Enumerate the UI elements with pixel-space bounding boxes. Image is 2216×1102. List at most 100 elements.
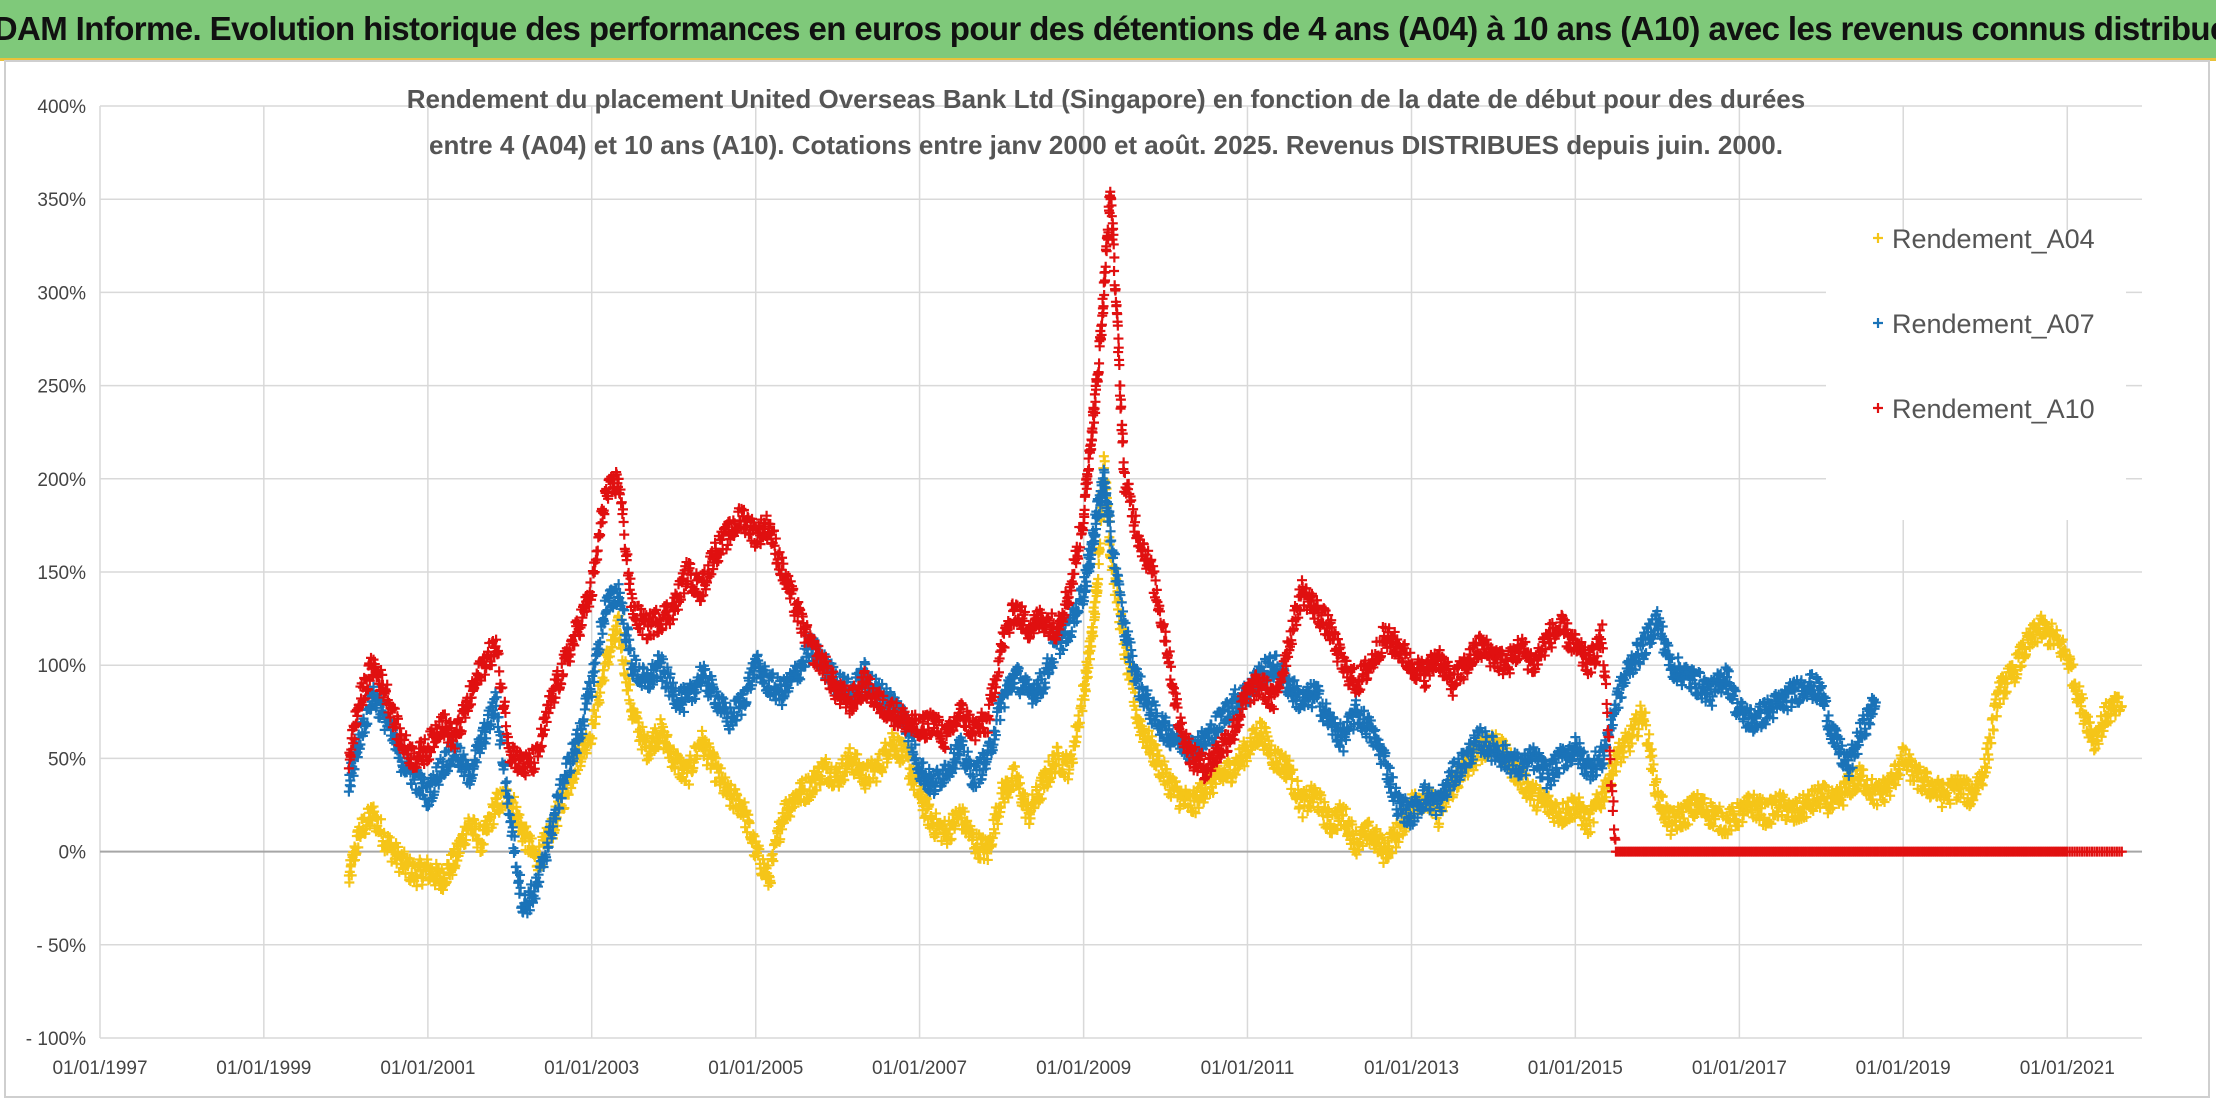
data-point — [744, 818, 755, 829]
data-point — [579, 704, 590, 715]
chart-points — [343, 186, 2127, 919]
data-point — [775, 834, 786, 845]
data-point — [982, 854, 993, 865]
chart-frame: - 100% - 50% 0% 50% 100% 150% 200% 250% 300% 350%… — [4, 60, 2210, 1098]
data-point — [452, 855, 463, 866]
data-point — [959, 806, 970, 817]
data-point — [1292, 775, 1303, 786]
data-point — [732, 790, 743, 801]
data-point — [950, 820, 961, 831]
data-point — [820, 753, 831, 764]
data-point — [513, 875, 524, 886]
data-point — [450, 860, 461, 871]
x-tick-label: 01/01/2017 — [1692, 1058, 1787, 1079]
data-point — [514, 888, 525, 899]
data-point — [1013, 772, 1024, 783]
y-tick-label: - 50% — [36, 936, 86, 957]
data-point — [599, 675, 610, 686]
data-point — [649, 723, 660, 734]
x-tick-label: 01/01/2015 — [1528, 1058, 1623, 1079]
data-point — [683, 779, 694, 790]
data-point — [777, 824, 788, 835]
data-point — [815, 779, 826, 790]
data-point — [765, 878, 776, 889]
data-point — [641, 755, 652, 766]
data-point — [946, 834, 957, 845]
data-point — [404, 853, 415, 864]
data-point — [992, 818, 1003, 829]
data-point — [581, 698, 592, 709]
data-point — [1003, 792, 1014, 803]
data-point — [589, 705, 600, 716]
data-point — [739, 797, 750, 808]
y-tick-label: 300% — [37, 283, 86, 304]
data-point — [603, 659, 614, 670]
data-point — [353, 842, 364, 853]
scatter-chart: - 100%- 50%0%50%100%150%200%250%300%350%… — [26, 84, 2142, 1079]
data-point — [447, 869, 458, 880]
data-point — [930, 808, 941, 819]
x-tick-label: 01/01/2021 — [2020, 1058, 2115, 1079]
data-point — [658, 721, 669, 732]
data-point — [998, 782, 1009, 793]
report-banner-title: ADAM Informe. Evolution historique des p… — [0, 0, 2216, 61]
data-point — [748, 829, 759, 840]
data-point — [1105, 526, 1116, 537]
data-point — [563, 789, 574, 800]
data-point — [441, 876, 452, 887]
x-tick-label: 01/01/2003 — [544, 1058, 639, 1079]
data-point — [960, 817, 971, 828]
y-tick-label: 100% — [37, 656, 86, 677]
data-point — [1644, 729, 1655, 740]
data-point — [990, 828, 1001, 839]
data-point — [436, 863, 447, 874]
data-point — [411, 881, 422, 892]
data-point — [588, 659, 599, 670]
data-point — [877, 767, 888, 778]
data-point — [375, 814, 386, 825]
data-point — [1034, 795, 1045, 806]
x-tick-label: 01/01/2005 — [708, 1058, 803, 1079]
y-tick-label: 50% — [48, 749, 86, 770]
data-point — [852, 749, 863, 760]
data-point — [921, 794, 932, 805]
data-point — [805, 791, 816, 802]
data-point — [1024, 818, 1035, 829]
data-point — [1011, 770, 1022, 781]
data-point — [598, 665, 609, 676]
data-point — [392, 841, 403, 852]
data-point — [742, 827, 753, 838]
data-point — [346, 870, 357, 881]
y-tick-label: 400% — [37, 97, 86, 118]
data-point — [994, 811, 1005, 822]
x-tick-label: 01/01/2001 — [380, 1058, 475, 1079]
data-point — [607, 642, 618, 653]
data-point — [382, 831, 393, 842]
data-point — [457, 829, 468, 840]
y-tick-label: 150% — [37, 563, 86, 584]
y-tick-label: 0% — [59, 843, 87, 864]
data-point — [637, 721, 648, 732]
x-tick-label: 01/01/2019 — [1856, 1058, 1951, 1079]
data-point — [924, 799, 935, 810]
data-point — [501, 776, 512, 787]
data-point — [662, 729, 673, 740]
data-point — [1014, 778, 1025, 789]
data-point — [586, 738, 597, 749]
data-point — [871, 776, 882, 787]
data-point — [709, 751, 720, 762]
data-point — [514, 809, 525, 820]
x-tick-label: 01/01/2011 — [1201, 1058, 1295, 1079]
data-point — [351, 848, 362, 859]
x-tick-label: 01/01/2007 — [872, 1058, 967, 1079]
data-point — [477, 845, 488, 856]
data-point — [345, 781, 356, 792]
data-point — [437, 884, 448, 895]
x-tick-label: 01/01/2009 — [1036, 1058, 1131, 1079]
data-point — [749, 831, 760, 842]
data-point — [1090, 597, 1101, 608]
data-point — [1009, 761, 1020, 772]
data-point — [622, 685, 633, 696]
data-point — [478, 839, 489, 850]
data-point — [587, 733, 598, 744]
